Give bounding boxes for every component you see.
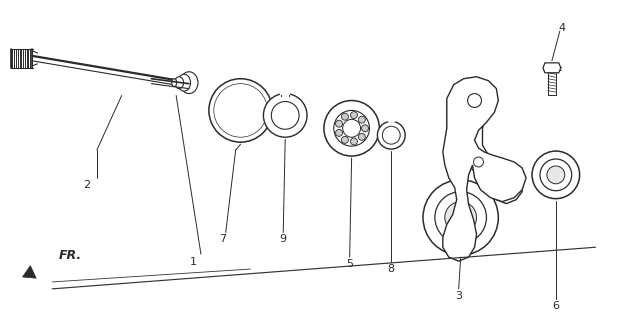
Circle shape [209, 79, 273, 142]
Text: 1: 1 [190, 257, 197, 267]
Circle shape [229, 99, 253, 122]
Circle shape [378, 121, 405, 149]
Circle shape [540, 159, 572, 191]
Text: 7: 7 [219, 234, 226, 244]
Polygon shape [447, 83, 523, 204]
Circle shape [342, 113, 349, 120]
Text: 4: 4 [558, 23, 565, 33]
Circle shape [263, 93, 307, 137]
Circle shape [423, 180, 498, 255]
Text: 8: 8 [387, 264, 395, 274]
Circle shape [463, 92, 478, 108]
Circle shape [362, 125, 368, 132]
Circle shape [350, 112, 357, 119]
Circle shape [324, 100, 379, 156]
Circle shape [547, 166, 565, 184]
Text: 9: 9 [280, 234, 287, 244]
Circle shape [358, 133, 365, 140]
Polygon shape [443, 77, 526, 261]
Polygon shape [543, 63, 561, 73]
Ellipse shape [175, 77, 184, 89]
Text: 5: 5 [346, 259, 353, 269]
Circle shape [336, 129, 342, 136]
Circle shape [234, 103, 248, 117]
Circle shape [214, 84, 268, 137]
Circle shape [271, 101, 299, 129]
Circle shape [445, 202, 476, 233]
Text: 3: 3 [455, 291, 462, 301]
Polygon shape [22, 266, 36, 278]
Circle shape [350, 138, 357, 145]
Ellipse shape [172, 79, 177, 87]
Circle shape [532, 151, 580, 199]
Circle shape [334, 110, 370, 146]
Circle shape [220, 90, 261, 131]
Text: 6: 6 [552, 301, 559, 311]
Text: 2: 2 [83, 180, 90, 190]
Circle shape [336, 120, 342, 127]
Circle shape [358, 116, 365, 123]
Text: FR.: FR. [59, 249, 82, 262]
Circle shape [435, 192, 486, 243]
Circle shape [342, 136, 349, 143]
Ellipse shape [180, 72, 198, 93]
Circle shape [343, 119, 360, 137]
Circle shape [468, 93, 481, 108]
Ellipse shape [177, 74, 190, 91]
Circle shape [383, 126, 400, 144]
Circle shape [473, 157, 483, 167]
